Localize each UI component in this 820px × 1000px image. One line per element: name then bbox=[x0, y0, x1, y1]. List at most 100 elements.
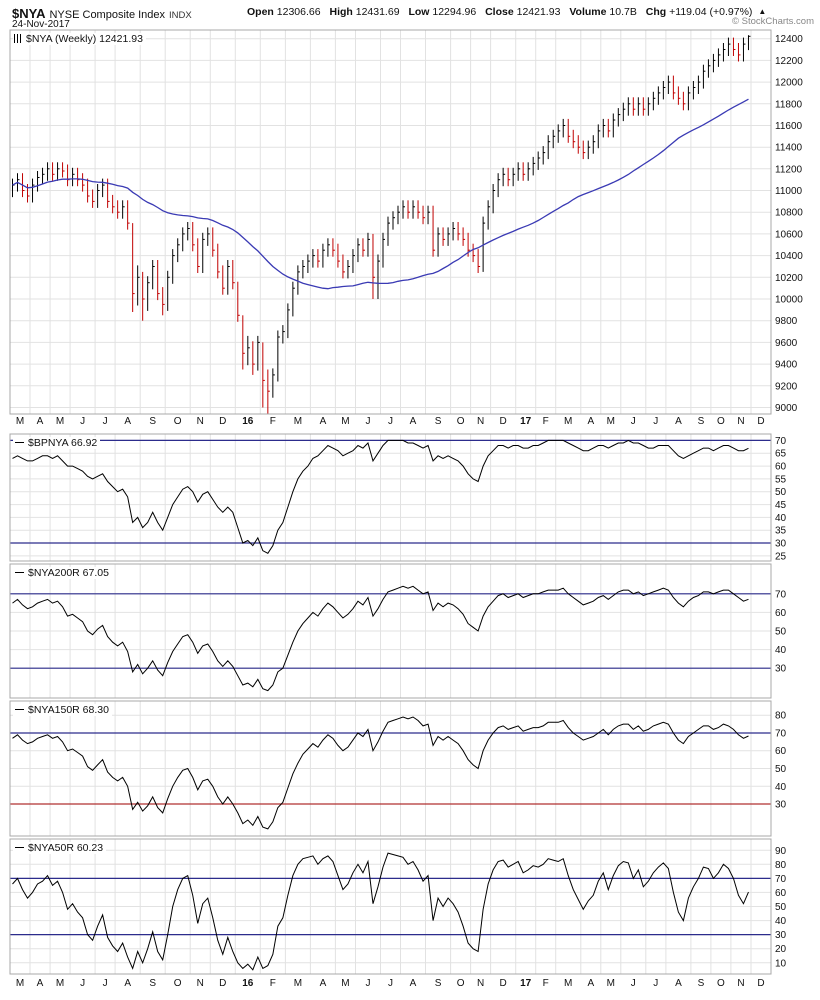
y-tick-label: 20 bbox=[775, 944, 787, 955]
x-tick-label: F bbox=[543, 978, 549, 989]
x-tick-label: M bbox=[16, 978, 24, 989]
y-tick-label: 30 bbox=[775, 664, 787, 675]
nya50r-label: $NYA50R 60.23 bbox=[13, 842, 107, 854]
x-tick-label: 16 bbox=[242, 416, 254, 427]
ma-line bbox=[12, 98, 749, 290]
y-tick-label: 11200 bbox=[775, 164, 803, 175]
y-tick-label: 60 bbox=[775, 888, 787, 899]
nya150r-line bbox=[12, 716, 749, 830]
x-tick-label: J bbox=[653, 978, 658, 989]
y-tick-label: 9200 bbox=[775, 381, 798, 392]
x-tick-label: M bbox=[607, 978, 615, 989]
x-tick-label: D bbox=[219, 978, 226, 989]
chart-title-row: $NYA NYSE Composite Index INDX bbox=[12, 5, 192, 23]
x-tick-label: J bbox=[366, 416, 371, 427]
price-border bbox=[9, 29, 772, 415]
x-tick-label: O bbox=[457, 978, 465, 989]
y-tick-label: 25 bbox=[775, 551, 787, 562]
nya50r-line bbox=[12, 852, 749, 971]
x-tick-label: J bbox=[80, 978, 85, 989]
x-tick-label: A bbox=[320, 416, 327, 427]
bpnya-border bbox=[9, 433, 772, 562]
y-tick-label: 9800 bbox=[775, 316, 798, 327]
y-tick-label: 40 bbox=[775, 782, 787, 793]
x-tick-label: S bbox=[435, 416, 442, 427]
y-tick-label: 10200 bbox=[775, 273, 803, 284]
x-tick-label: S bbox=[149, 978, 156, 989]
x-tick-label: N bbox=[197, 416, 204, 427]
copyright: © StockCharts.com bbox=[732, 16, 814, 27]
line-sample-icon bbox=[15, 442, 24, 443]
x-tick-label: M bbox=[56, 416, 64, 427]
y-tick-label: 9400 bbox=[775, 360, 798, 371]
x-tick-label: O bbox=[174, 978, 182, 989]
x-tick-label: M bbox=[341, 978, 349, 989]
y-tick-label: 30 bbox=[775, 800, 787, 811]
y-tick-label: 50 bbox=[775, 487, 787, 498]
y-tick-label: 70 bbox=[775, 729, 787, 740]
y-tick-label: 30 bbox=[775, 539, 787, 550]
chg-label: Chg bbox=[645, 6, 667, 18]
x-tick-label: S bbox=[698, 978, 705, 989]
y-tick-label: 11000 bbox=[775, 186, 803, 197]
line-sample-icon bbox=[15, 572, 24, 573]
x-tick-label: O bbox=[717, 978, 725, 989]
x-tick-label: D bbox=[757, 416, 764, 427]
x-tick-label: A bbox=[410, 416, 417, 427]
x-tick-label: F bbox=[270, 416, 276, 427]
x-tick-label: J bbox=[388, 416, 393, 427]
x-tick-label: 17 bbox=[520, 978, 532, 989]
y-tick-label: 10800 bbox=[775, 208, 803, 219]
chart-date: 24-Nov-2017 bbox=[12, 19, 70, 30]
x-tick-label: N bbox=[477, 978, 484, 989]
x-tick-label: M bbox=[607, 416, 615, 427]
y-tick-label: 50 bbox=[775, 764, 787, 775]
y-tick-label: 60 bbox=[775, 746, 787, 757]
chart-style-icon bbox=[14, 34, 22, 43]
x-tick-label: M bbox=[564, 416, 572, 427]
y-tick-label: 9000 bbox=[775, 403, 798, 414]
x-tick-label: A bbox=[587, 978, 594, 989]
y-tick-label: 45 bbox=[775, 500, 787, 511]
nya150r-label-text: $NYA150R 68.30 bbox=[28, 704, 109, 716]
y-tick-label: 10600 bbox=[775, 229, 803, 240]
close-label: Close bbox=[485, 6, 514, 18]
nya50r-label-text: $NYA50R 60.23 bbox=[28, 842, 104, 854]
x-tick-label: A bbox=[587, 416, 594, 427]
y-tick-label: 40 bbox=[775, 645, 787, 656]
index-name: NYSE Composite Index bbox=[49, 9, 166, 21]
x-tick-label: O bbox=[717, 416, 725, 427]
y-tick-label: 12200 bbox=[775, 56, 803, 67]
x-tick-label: J bbox=[631, 416, 636, 427]
x-tick-label: M bbox=[16, 416, 24, 427]
x-tick-label: J bbox=[103, 416, 108, 427]
y-tick-label: 10000 bbox=[775, 295, 803, 306]
x-tick-label: O bbox=[174, 416, 182, 427]
x-tick-label: A bbox=[37, 978, 44, 989]
x-tick-label: M bbox=[341, 416, 349, 427]
x-tick-label: M bbox=[294, 978, 302, 989]
x-tick-label: M bbox=[56, 978, 64, 989]
bpnya-line bbox=[12, 439, 749, 554]
nya200r-line bbox=[12, 585, 749, 692]
volume-value: 10.7B bbox=[609, 6, 637, 18]
x-tick-label: J bbox=[80, 416, 85, 427]
y-tick-label: 30 bbox=[775, 930, 787, 941]
nya150r-panel: 30 40 50 60 70 80 bbox=[9, 700, 787, 837]
x-tick-label: S bbox=[435, 978, 442, 989]
y-tick-label: 10 bbox=[775, 958, 787, 969]
x-tick-label: D bbox=[757, 978, 764, 989]
low-label: Low bbox=[408, 6, 430, 18]
x-tick-label: 17 bbox=[520, 416, 532, 427]
nya200r-border bbox=[9, 563, 772, 699]
y-tick-label: 12400 bbox=[775, 34, 803, 45]
y-tick-label: 11600 bbox=[775, 121, 803, 132]
high-label: High bbox=[329, 6, 353, 18]
line-sample-icon bbox=[15, 847, 24, 848]
nya50r-border bbox=[9, 838, 772, 975]
x-tick-label: N bbox=[737, 978, 744, 989]
nya50r-panel: 10 20 30 40 50 60 70 80 90 bbox=[9, 838, 787, 975]
y-tick-label: 10400 bbox=[775, 251, 803, 262]
